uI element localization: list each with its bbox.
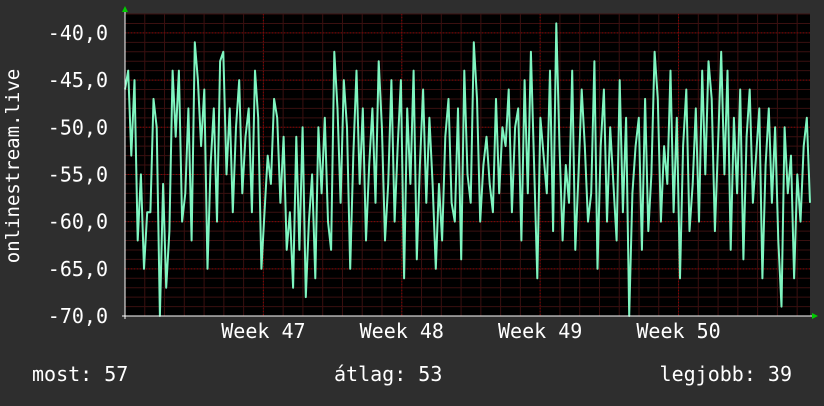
x-tick-label: Week 49 [498, 319, 582, 343]
y-tick-label: -40,0 [48, 21, 108, 45]
stat-average: átlag: 53 [334, 362, 443, 386]
y-tick-label: -55,0 [48, 162, 108, 186]
y-tick-label: -45,0 [48, 68, 108, 92]
y-tick-label: -70,0 [48, 304, 108, 328]
series-line [124, 22, 811, 317]
x-tick-label: Week 47 [221, 319, 305, 343]
stat-now: most: 57 [32, 362, 129, 386]
y-tick-label: -65,0 [48, 257, 108, 281]
x-tick-label: Week 50 [636, 319, 720, 343]
y-axis-label: onlinestream.live [2, 69, 24, 263]
axes [122, 6, 818, 319]
x-axis-ticks: Week 47 Week 48 Week 49 Week 50 [221, 319, 720, 343]
stat-best: legjobb: 39 [659, 362, 792, 386]
y-axis-ticks: -40,0 -45,0 -50,0 -55,0 -60,0 -65,0 -70,0 [48, 21, 108, 328]
y-tick-label: -50,0 [48, 115, 108, 139]
y-axis-arrow [122, 6, 128, 12]
y-tick-label: -60,0 [48, 210, 108, 234]
x-tick-label: Week 48 [360, 319, 444, 343]
x-axis-arrow [812, 313, 818, 319]
